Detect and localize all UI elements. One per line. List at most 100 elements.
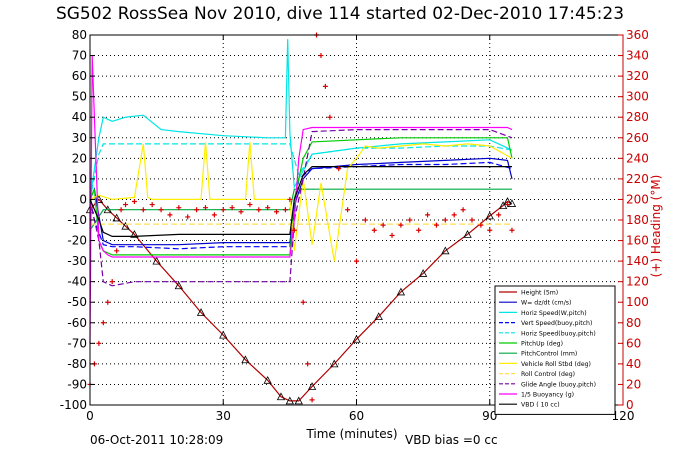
height-marker	[130, 230, 139, 238]
height-marker	[294, 396, 303, 405]
y2-tick-label: 100	[626, 295, 649, 309]
heading-point	[238, 209, 244, 215]
heading-point	[505, 202, 511, 208]
y-tick-label: -30	[67, 254, 87, 268]
heading-point	[274, 209, 280, 215]
heading-point	[318, 53, 324, 59]
y2-tick-label: 340	[626, 49, 649, 63]
y2-tick-label: 180	[626, 213, 649, 227]
heading-point	[354, 258, 359, 264]
y2-tick-label: 320	[626, 69, 649, 83]
footer-date: 06-Oct-2011 10:28:09	[90, 433, 223, 447]
legend-label: Roll Control (deg)	[521, 371, 575, 378]
heading-point	[131, 199, 137, 204]
y-tick-label: 20	[72, 151, 87, 165]
heading-point	[220, 207, 226, 213]
heading-point	[114, 248, 120, 254]
heading-point	[140, 207, 146, 213]
y-tick-label: 40	[72, 110, 87, 124]
y2-tick-label: 140	[626, 254, 649, 268]
x-tick-label: 90	[482, 409, 497, 423]
height-marker	[152, 256, 161, 265]
y-tick-label: -20	[67, 234, 87, 248]
heading-point	[96, 340, 102, 346]
y-tick-label: 60	[72, 69, 87, 83]
height-marker	[396, 287, 406, 296]
heading-point	[211, 212, 217, 218]
heading-point	[362, 217, 368, 223]
heading-point	[509, 227, 515, 233]
y2-tick-label: 0	[626, 398, 634, 412]
heading-point	[105, 299, 111, 305]
y-tick-label: 80	[72, 28, 87, 42]
heading-point	[478, 222, 484, 228]
heading-point	[371, 227, 377, 233]
height-marker	[441, 246, 450, 255]
series-line-6	[89, 188, 512, 231]
heading-point	[433, 222, 439, 228]
height-marker	[263, 375, 272, 384]
heading-point	[398, 222, 404, 228]
axes: -100-90-80-70-60-50-40-30-20-10010203040…	[60, 28, 649, 423]
heading-point	[282, 207, 288, 213]
heading-point	[345, 207, 351, 213]
series-line-9	[89, 129, 513, 287]
y2-tick-label: 80	[626, 316, 641, 330]
footer-note: VBD bias =0 cc	[405, 433, 498, 447]
series-line-2	[89, 39, 513, 200]
height-marker	[374, 312, 383, 321]
heading-point	[194, 207, 200, 213]
y-tick-label: -90	[67, 377, 87, 391]
y-tick-label: 10	[72, 172, 87, 186]
x-tick-label: 60	[349, 409, 364, 423]
x-tick-label: 30	[216, 409, 231, 423]
y-tick-label: -80	[67, 357, 87, 371]
height-marker	[285, 396, 295, 405]
y2-tick-label: 300	[626, 90, 649, 104]
legend-label: Vert Speed(buoy,pitch)	[521, 320, 592, 327]
heading-point	[202, 205, 208, 211]
legend-label: Horiz Speed(buoy,pitch)	[521, 330, 596, 337]
height-marker	[121, 221, 130, 230]
heading-point	[256, 207, 262, 213]
y-tick-label: -60	[67, 316, 87, 330]
height-marker	[307, 382, 317, 390]
series-line-10	[89, 55, 513, 344]
heading-point	[265, 205, 271, 211]
height-marker	[112, 213, 121, 222]
y2-tick-label: 260	[626, 131, 649, 145]
height-marker	[485, 211, 494, 220]
height-marker	[241, 355, 250, 364]
heading-point	[229, 205, 235, 211]
heading-point	[305, 361, 311, 367]
height-marker	[507, 199, 517, 207]
chart-title: SG502 RossSea Nov 2010, dive 114 started…	[56, 4, 624, 24]
y-tick-label: 30	[72, 131, 87, 145]
height-marker	[276, 392, 286, 401]
height-marker	[174, 281, 184, 290]
y2-tick-label: 40	[626, 357, 641, 371]
heading-point	[389, 232, 395, 238]
series-line-1	[89, 157, 513, 246]
heading-point	[176, 205, 182, 211]
y2-tick-label: 160	[626, 234, 649, 248]
x-axis-label: Time (minutes)	[305, 427, 397, 441]
heading-point	[425, 212, 431, 218]
y2-tick-label: 200	[626, 192, 649, 206]
height-marker	[498, 201, 508, 210]
y-tick-label: -40	[67, 275, 87, 289]
height-marker	[352, 334, 361, 343]
heading-point	[322, 83, 328, 89]
plot-area	[85, 32, 517, 405]
y2-tick-label: 220	[626, 172, 649, 186]
heading-point	[287, 196, 293, 202]
y2-tick-label: 60	[626, 336, 641, 350]
height-marker	[330, 359, 339, 368]
legend-label: VBD ( 10 cc)	[521, 402, 560, 409]
y2-tick-label: 360	[626, 28, 649, 42]
heading-point	[100, 320, 106, 326]
legend-label: 1/5 Buoyancy (g)	[521, 392, 574, 399]
x-tick-label: 0	[86, 409, 94, 423]
height-marker	[463, 230, 472, 238]
